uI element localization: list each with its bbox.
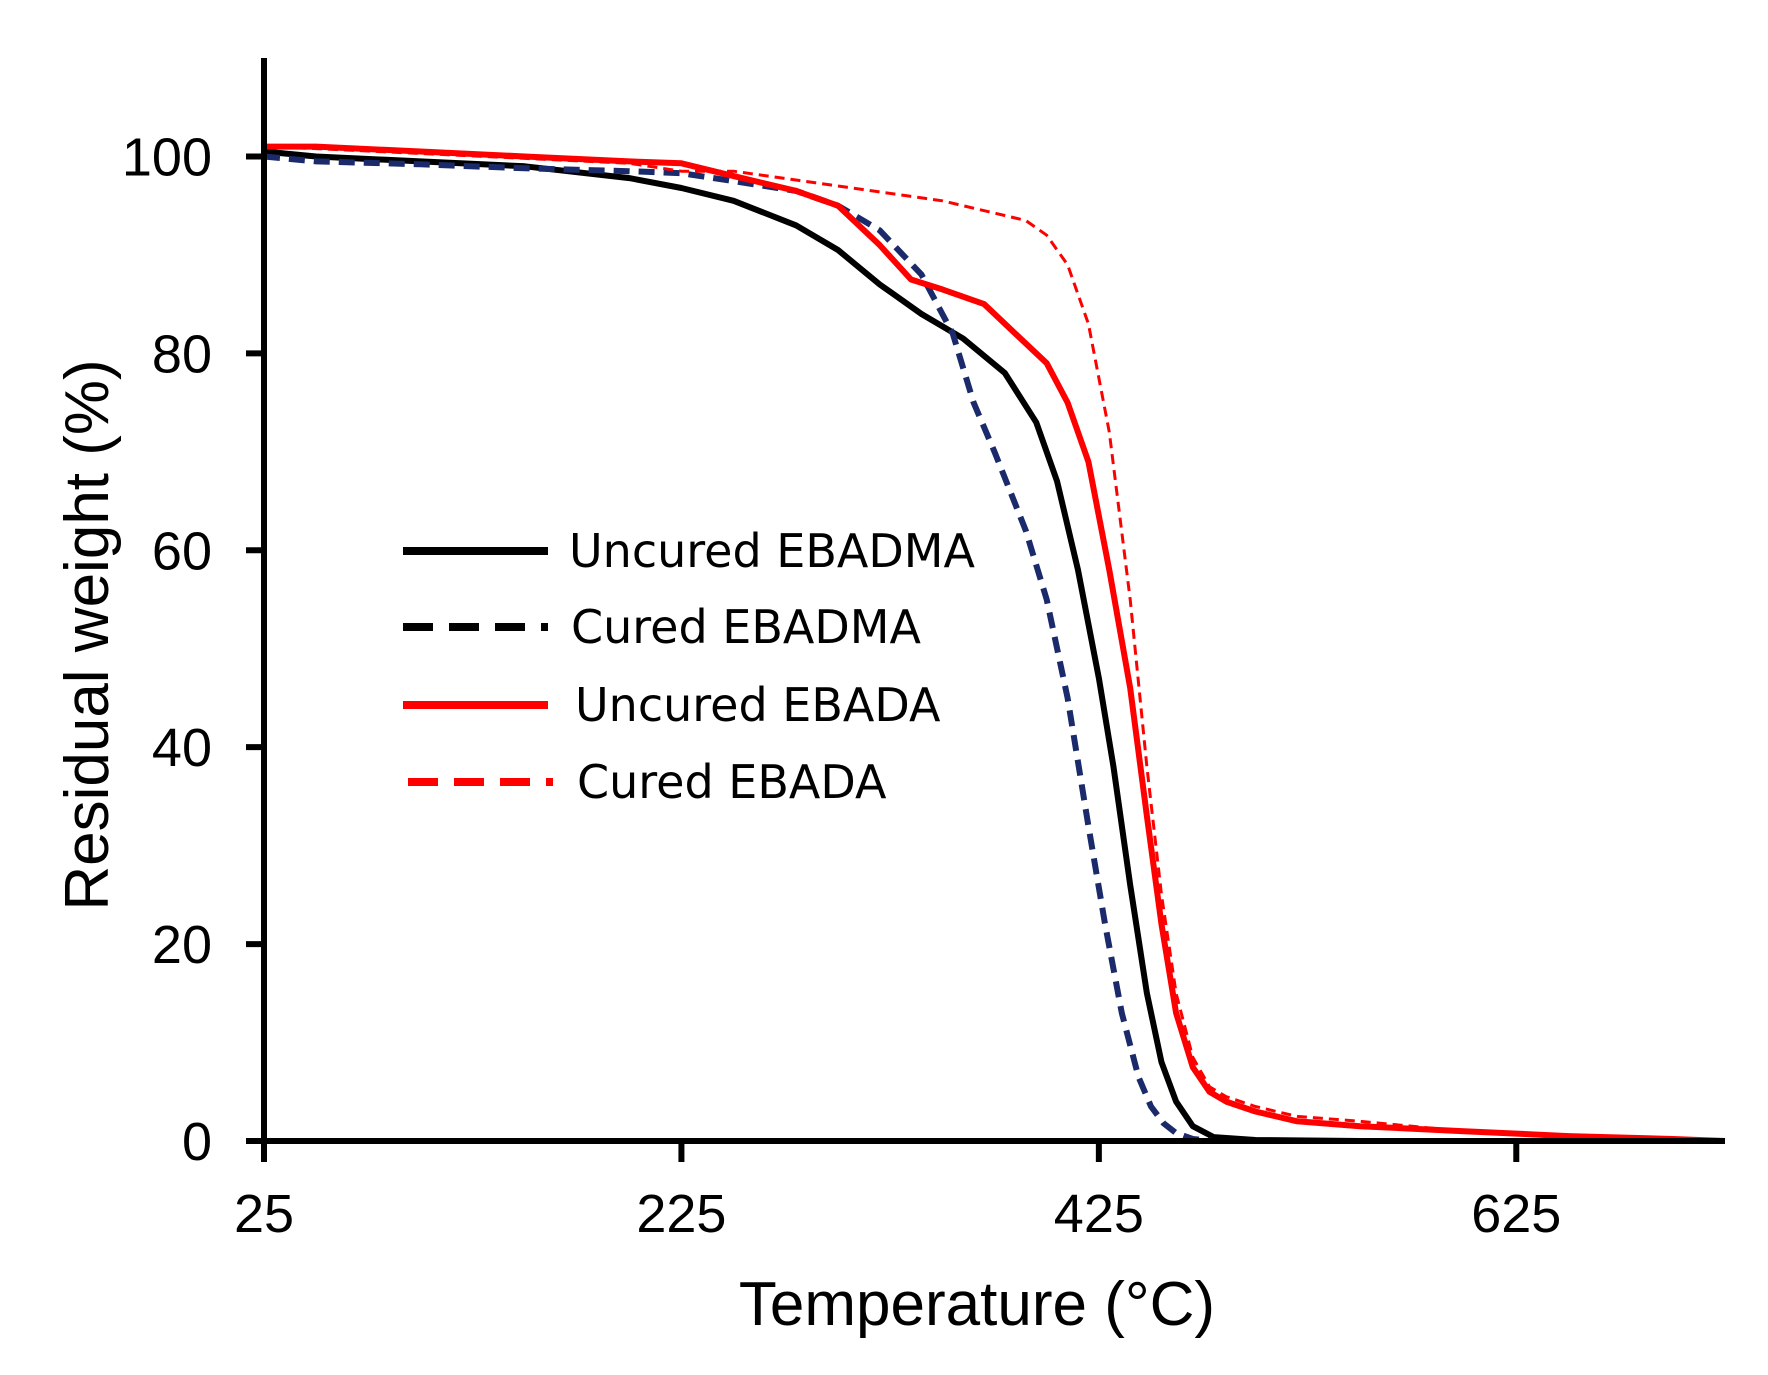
legend-label-2: Cured EBADMA	[571, 600, 921, 654]
legend-label-1: Uncured EBADMA	[569, 524, 975, 578]
y-tick-label: 20	[152, 915, 212, 975]
legend: Uncured EBADMA Cured EBADMA Uncured EBADA C…	[403, 524, 975, 809]
y-ticks: 0 20 40 60 80 100	[122, 127, 264, 1172]
legend-label-4: Cured EBADA	[577, 755, 887, 809]
series-line-2	[263, 153, 1725, 1144]
series-line-1	[263, 148, 1725, 1144]
y-axis-title: Residual weight (%)	[53, 359, 122, 910]
axes	[246, 58, 1725, 1144]
legend-label-3: Uncured EBADA	[575, 678, 941, 732]
x-tick-label: 425	[1054, 1184, 1144, 1244]
x-tick-label: 625	[1471, 1184, 1561, 1244]
x-tick-label: 25	[234, 1184, 294, 1244]
series-line-4	[263, 145, 1726, 1143]
x-axis-title: Temperature (°C)	[739, 1270, 1215, 1339]
plot-lines	[263, 143, 1726, 1144]
y-tick-label: 40	[152, 718, 212, 778]
y-tick-label: 80	[152, 324, 212, 384]
y-tick-label: 0	[182, 1112, 212, 1172]
y-tick-label: 60	[152, 521, 212, 581]
y-tick-label: 100	[122, 127, 212, 187]
x-tick-label: 225	[636, 1184, 726, 1244]
x-ticks: 25 225 425 625	[234, 1141, 1561, 1244]
series-line-3	[264, 143, 1726, 1144]
